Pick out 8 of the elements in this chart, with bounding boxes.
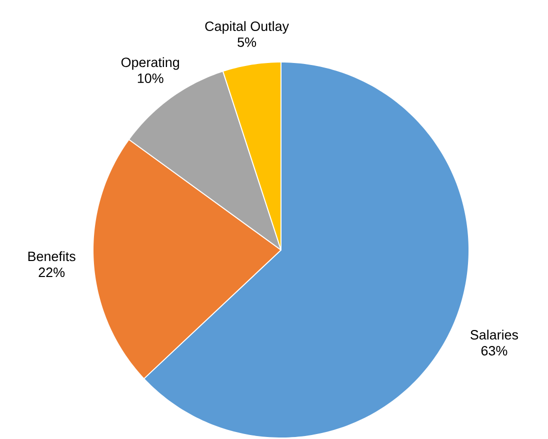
data-label: 22% <box>38 268 65 278</box>
data-label: 63% <box>481 346 508 356</box>
slice-label: Salaries <box>470 330 518 340</box>
slice-label: Capital Outlay <box>205 21 289 34</box>
data-label: 5% <box>238 38 256 47</box>
slice-label: Benefits <box>28 251 76 262</box>
data-label: 10% <box>138 74 164 84</box>
slice-label: Operating <box>121 57 179 70</box>
